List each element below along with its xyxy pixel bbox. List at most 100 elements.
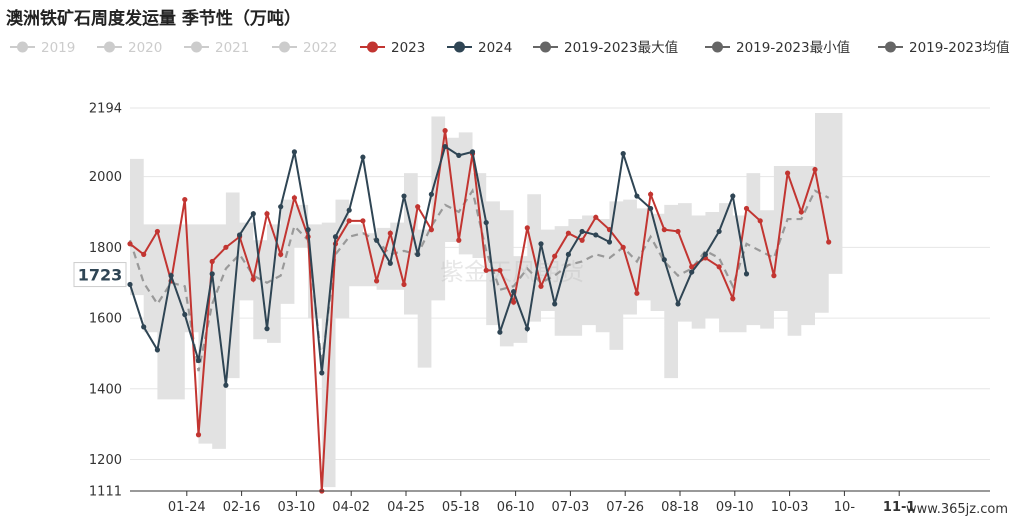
data-point-2024	[168, 273, 174, 279]
data-point-2023	[743, 205, 750, 212]
legend-symbol-dot	[17, 41, 28, 53]
data-point-2024	[401, 193, 407, 199]
average-line	[128, 187, 830, 372]
data-point-2023	[195, 432, 202, 438]
data-point-2023	[374, 278, 380, 284]
data-point-2023	[675, 228, 681, 235]
data-point-2023	[346, 218, 352, 224]
data-point-2024	[250, 211, 256, 217]
data-point-2024	[620, 151, 626, 157]
band-area	[130, 112, 843, 488]
data-point-2023	[552, 253, 558, 259]
data-point-2024	[182, 311, 188, 318]
x-tick-label: 10-	[834, 500, 856, 515]
x-tick-label: 05-18	[442, 500, 480, 515]
legend-label: 2021	[215, 40, 249, 56]
data-point-2023	[785, 170, 791, 176]
data-point-2023	[798, 209, 804, 215]
data-point-2023	[483, 267, 489, 273]
data-point-2024	[730, 193, 736, 199]
data-point-2024	[305, 227, 311, 233]
legend-item-2020: 2020	[97, 40, 162, 56]
data-point-2023	[401, 281, 407, 288]
x-tick-label: 04-02	[332, 500, 370, 515]
data-point-2024	[689, 269, 695, 275]
legend-item-2019-2023最大值: 2019-2023最大值	[533, 40, 678, 56]
data-point-2023	[524, 225, 530, 231]
x-tick-label: 07-03	[552, 500, 590, 515]
data-point-2024	[291, 149, 297, 155]
data-point-2023	[648, 191, 654, 197]
x-tick-label: 11-1	[883, 500, 916, 515]
data-point-2024	[332, 234, 339, 240]
data-point-2024	[702, 251, 709, 258]
data-point-2023	[291, 195, 297, 201]
data-point-2024	[278, 204, 284, 210]
x-tick-label: 09-10	[716, 500, 754, 515]
data-point-2023	[428, 227, 434, 233]
data-point-2024	[606, 239, 613, 245]
x-tick-label: 04-25	[387, 500, 425, 515]
data-point-2023	[415, 204, 421, 210]
data-point-2024	[716, 228, 722, 235]
data-point-2024	[456, 152, 462, 158]
data-point-2023	[360, 218, 366, 224]
data-point-2024	[497, 329, 503, 335]
data-point-2024	[648, 205, 654, 212]
data-point-2024	[593, 232, 599, 238]
pointer-label-box	[73, 262, 127, 288]
legend-symbol-dot	[540, 41, 551, 53]
data-point-2023	[826, 239, 832, 245]
legend-label: 2023	[391, 40, 425, 56]
data-point-2023	[593, 214, 599, 220]
x-tick-label: 01-24	[168, 500, 206, 515]
data-point-2023	[579, 237, 585, 243]
data-point-2024	[538, 241, 544, 247]
y-tick-label: 1800	[89, 241, 122, 256]
data-point-2024	[469, 149, 476, 155]
data-point-2023	[250, 276, 256, 282]
data-point-2024	[510, 288, 517, 295]
x-tick-label: 02-16	[223, 500, 261, 515]
y-tick-label: 1111	[89, 485, 122, 500]
data-point-2024	[634, 193, 640, 199]
legend-label: 2022	[303, 40, 337, 56]
pointer-label: 1723	[78, 266, 123, 285]
data-point-2024	[415, 251, 421, 258]
data-point-2024	[237, 232, 243, 238]
data-point-2024	[579, 228, 585, 235]
data-point-2024	[209, 271, 215, 277]
data-point-2023	[689, 264, 695, 270]
series-line-average	[128, 187, 830, 372]
x-tick-label: 03-10	[278, 500, 316, 515]
data-point-2024	[346, 207, 352, 213]
data-point-2024	[127, 281, 133, 288]
watermark: 紫金天风期货	[440, 258, 584, 286]
data-point-2024	[743, 271, 750, 277]
legend-item-2024: 2024	[447, 40, 512, 56]
x-tick-label: 08-18	[661, 500, 699, 515]
legend-symbol-dot	[885, 41, 896, 53]
axes: 1111 1200 1400 1600 1800 2000 2194 01-24 02-16 03…	[89, 102, 990, 515]
axis-pointer: 1723	[73, 262, 127, 288]
data-point-2023	[565, 230, 572, 236]
data-point-2024	[387, 260, 393, 266]
legend-item-2019-2023最小值: 2019-2023最小值	[705, 40, 850, 56]
data-point-2024	[428, 191, 434, 197]
data-point-2024	[154, 347, 160, 353]
data-point-2023	[387, 230, 393, 236]
y-tick-label: 1200	[89, 453, 122, 468]
legend-label: 2019-2023最大值	[564, 40, 678, 56]
data-point-2023	[223, 244, 229, 250]
data-point-2023	[812, 166, 818, 173]
legend: 2019 2020 2021 2022 2023 2024 2019-2023最大值 2019…	[10, 40, 1010, 56]
series-line-2024	[129, 144, 748, 386]
data-point-2024	[524, 326, 530, 332]
legend-item-2019-2023均值: 2019-2023均值	[878, 40, 1010, 56]
data-point-2023	[620, 244, 626, 250]
legend-symbol-dot	[367, 41, 378, 53]
series-lines	[127, 128, 832, 494]
legend-symbol-dot	[279, 41, 290, 53]
data-point-2024	[223, 382, 229, 388]
